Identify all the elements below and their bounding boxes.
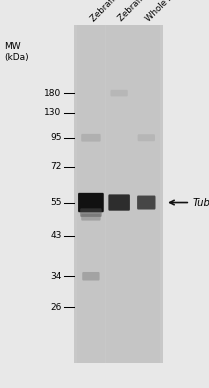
Text: 34: 34 <box>50 272 62 281</box>
Text: Zebrafish eye: Zebrafish eye <box>117 0 166 23</box>
FancyBboxPatch shape <box>78 193 104 212</box>
Text: 130: 130 <box>44 108 62 117</box>
FancyBboxPatch shape <box>108 194 130 211</box>
Text: 180: 180 <box>44 88 62 98</box>
Text: 72: 72 <box>50 162 62 171</box>
FancyBboxPatch shape <box>137 196 155 210</box>
Bar <box>133 25 160 363</box>
FancyBboxPatch shape <box>80 208 102 217</box>
FancyBboxPatch shape <box>110 90 128 97</box>
Text: 43: 43 <box>50 231 62 240</box>
Text: Tuba1l: Tuba1l <box>192 197 209 208</box>
Text: 95: 95 <box>50 133 62 142</box>
Bar <box>77 25 104 363</box>
Bar <box>106 25 133 363</box>
FancyBboxPatch shape <box>81 214 101 220</box>
Bar <box>74 25 163 363</box>
Text: MW
(kDa): MW (kDa) <box>4 42 29 62</box>
FancyBboxPatch shape <box>82 272 100 281</box>
Text: 26: 26 <box>50 303 62 312</box>
FancyBboxPatch shape <box>138 134 155 141</box>
FancyBboxPatch shape <box>81 134 101 142</box>
Text: 55: 55 <box>50 198 62 207</box>
Text: Whole zebrafish: Whole zebrafish <box>144 0 200 23</box>
Text: Zebrafish brain: Zebrafish brain <box>89 0 142 23</box>
